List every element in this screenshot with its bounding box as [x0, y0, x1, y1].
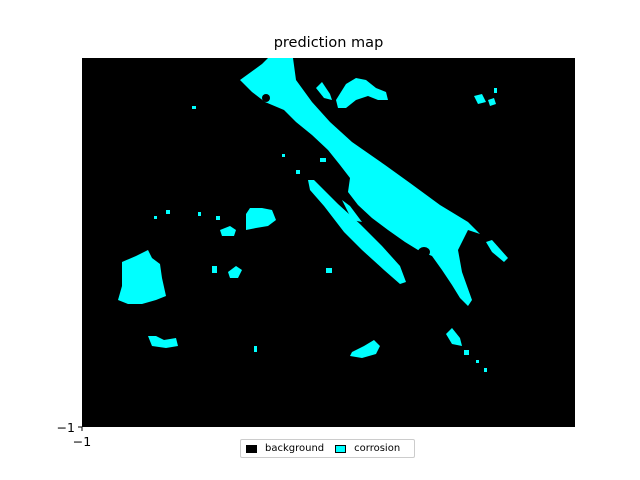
corrosion-top-right-blob: [474, 94, 486, 104]
legend-entry-corrosion: corrosion: [335, 443, 400, 454]
corrosion-dot: [484, 368, 487, 372]
x-tick-label: −1: [73, 434, 91, 449]
corrosion-dot: [198, 212, 201, 216]
background-holes: [262, 94, 430, 257]
background-hole: [418, 247, 430, 257]
legend-label-corrosion: corrosion: [354, 443, 401, 454]
legend-entry-background: background: [246, 443, 324, 454]
legend-label-background: background: [265, 443, 325, 454]
corrosion-top-right-blob-2: [488, 98, 496, 106]
corrosion-left-blob-2: [220, 226, 236, 236]
corrosion-dot: [154, 216, 157, 219]
legend-swatch-corrosion: [335, 444, 347, 453]
corrosion-dot: [296, 170, 300, 174]
corrosion-right-streak: [486, 240, 508, 262]
corrosion-regions: [118, 58, 508, 372]
prediction-map-image: [82, 58, 575, 427]
corrosion-dot: [282, 154, 285, 157]
corrosion-dot: [192, 106, 196, 109]
corrosion-dot: [166, 210, 170, 214]
corrosion-dot: [320, 158, 326, 162]
corrosion-top-blob-2: [336, 78, 388, 108]
corrosion-diagonal-streak: [308, 180, 406, 284]
background-region: [82, 58, 575, 427]
corrosion-dot: [476, 360, 479, 363]
axes: −1 −1: [57, 420, 92, 449]
y-tick-label: −1: [57, 420, 75, 435]
corrosion-top-blob: [316, 82, 332, 100]
background-hole: [262, 94, 270, 102]
legend: background corrosion: [240, 439, 415, 458]
corrosion-dot: [464, 350, 469, 355]
corrosion-large-left-blob: [118, 250, 166, 304]
legend-swatch-background: [246, 444, 257, 453]
corrosion-bottom-blob: [350, 340, 380, 358]
corrosion-dot: [254, 346, 257, 352]
corrosion-left-blob: [246, 208, 276, 230]
corrosion-diagonal-streak-2: [342, 200, 362, 222]
corrosion-bottom-right-blob: [446, 328, 462, 346]
corrosion-dot: [326, 268, 332, 273]
corrosion-dot: [216, 216, 220, 220]
corrosion-dot: [494, 88, 497, 93]
chart-title: prediction map: [273, 35, 384, 51]
corrosion-bottom-left-blob: [148, 336, 178, 348]
corrosion-mid-left-blob: [228, 266, 242, 278]
corrosion-dot: [212, 266, 217, 273]
corrosion-main-band: [240, 58, 480, 306]
